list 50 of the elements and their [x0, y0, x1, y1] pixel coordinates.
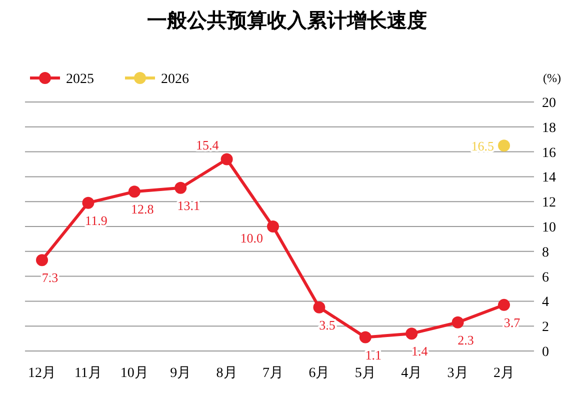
- data-label: 11.9: [85, 212, 108, 228]
- y-tick-label: 2: [542, 320, 549, 336]
- y-tick-label: 8: [542, 245, 549, 260]
- y-tick-label: 20: [542, 96, 556, 111]
- point: [36, 254, 48, 266]
- point: [406, 328, 418, 340]
- y-tick-label: 4: [542, 295, 549, 310]
- data-label: 3.5: [319, 317, 336, 332]
- x-tick-label: 5月: [354, 366, 376, 381]
- x-tick-label: 11月: [74, 366, 102, 381]
- data-label: 15.4: [196, 137, 220, 152]
- data-label: 1.4: [411, 344, 428, 359]
- x-tick-label: 12月: [28, 366, 56, 381]
- data-label: 16.5: [471, 138, 494, 154]
- y-tick-label: 6: [542, 270, 549, 286]
- point: [267, 220, 279, 232]
- y-tick-label: 18: [542, 120, 556, 136]
- point: [82, 196, 94, 209]
- x-tick-label: 9月: [170, 366, 192, 381]
- point: [498, 298, 510, 311]
- point: [498, 140, 510, 152]
- chart-title: 一般公共预算收入累计增长速度: [147, 9, 427, 32]
- data-label: 7.3: [42, 270, 58, 286]
- legend-label: 2026: [161, 72, 189, 87]
- point: [174, 182, 187, 194]
- data-label: 2.3: [458, 332, 474, 348]
- y-tick-label: 0: [542, 345, 549, 360]
- x-tick-label: 6月: [308, 366, 330, 381]
- data-label: 13.1: [177, 198, 200, 213]
- legend-label: 2025: [66, 72, 94, 87]
- data-label: 10.0: [240, 230, 263, 246]
- x-tick-label: 4月: [401, 366, 422, 381]
- point: [452, 316, 464, 328]
- data-label: 3.7: [504, 314, 521, 330]
- point: [128, 186, 140, 198]
- point: [313, 301, 326, 314]
- data-label: 1.1: [365, 347, 382, 362]
- x-tick-label: 8月: [216, 366, 238, 381]
- y-tick-label: 10: [542, 220, 556, 236]
- x-tick-label: 2月: [494, 366, 514, 381]
- x-tick-label: 10月: [120, 366, 148, 381]
- x-tick-label: 7月: [262, 366, 284, 381]
- point: [220, 153, 233, 166]
- y-tick-label: 12: [542, 196, 556, 211]
- y-axis-title: (%): [543, 71, 561, 85]
- point: [359, 331, 372, 344]
- x-tick-label: 3月: [447, 366, 468, 381]
- y-tick-label: 14: [542, 170, 556, 186]
- data-label: 12.8: [131, 202, 154, 217]
- y-tick-label: 16: [542, 146, 556, 161]
